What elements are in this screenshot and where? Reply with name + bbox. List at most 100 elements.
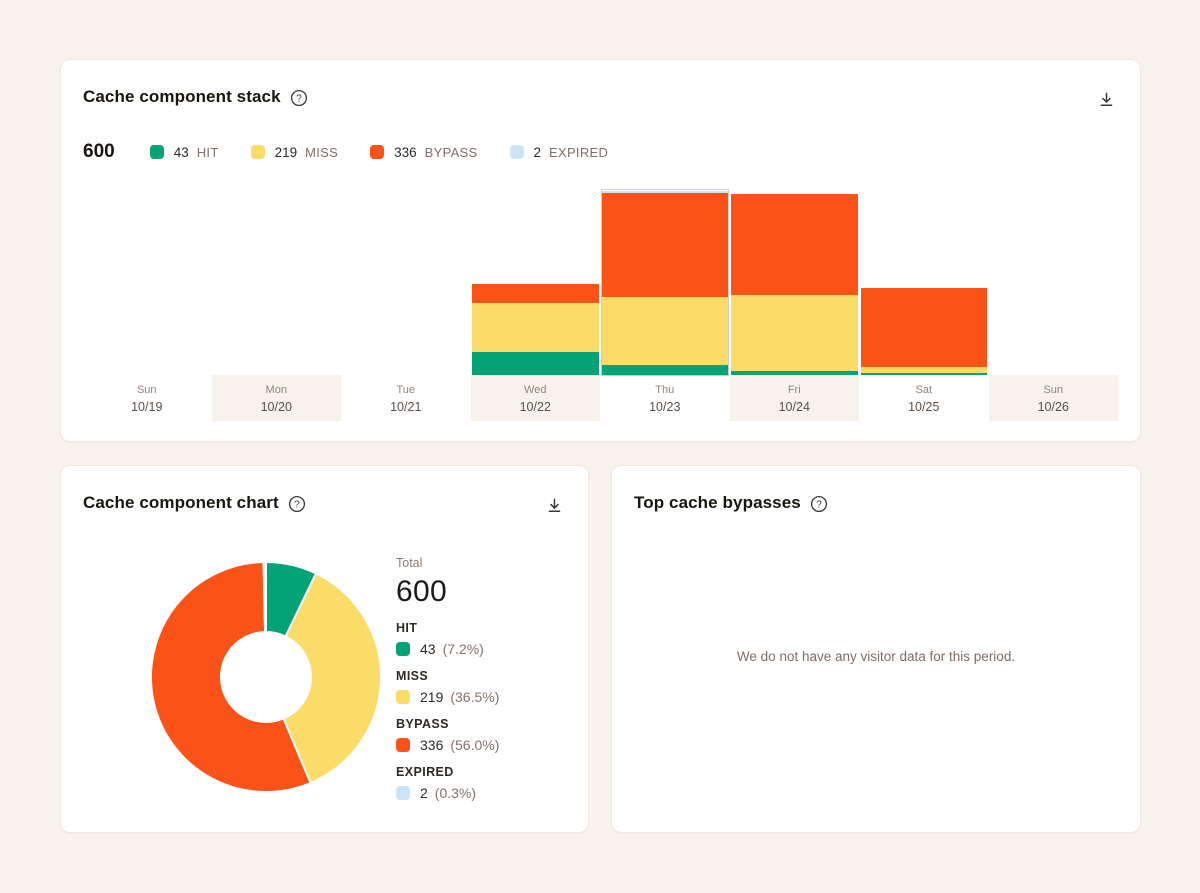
legend-swatch-bypass bbox=[370, 145, 385, 159]
x-axis-date: 10/25 bbox=[908, 399, 940, 414]
stack-card-title: Cache component stack bbox=[83, 87, 281, 106]
bar-segment-miss[interactable] bbox=[731, 295, 858, 371]
legend-label: EXPIRED bbox=[549, 144, 609, 160]
legend-swatch-hit bbox=[149, 145, 164, 159]
stat-percentage: (56.0%) bbox=[450, 737, 500, 753]
x-axis-date: 10/24 bbox=[778, 399, 810, 414]
x-axis-label: Tue 10/21 bbox=[341, 375, 471, 421]
x-axis-label: Sat 10/25 bbox=[859, 375, 989, 421]
donut-slice-miss[interactable] bbox=[282, 572, 382, 785]
legend-label: MISS bbox=[305, 144, 339, 160]
x-axis-label: Fri 10/24 bbox=[729, 375, 859, 421]
x-axis-day: Wed bbox=[524, 384, 547, 396]
bar-stack[interactable] bbox=[600, 189, 729, 376]
x-axis-date: 10/19 bbox=[131, 399, 163, 414]
chart-column: Wed 10/22 bbox=[470, 190, 600, 421]
x-axis-day: Tue bbox=[396, 384, 416, 396]
chart-column: Fri 10/24 bbox=[729, 190, 859, 421]
donut-stats-list: HIT 43 (7.2%) MISS 219 (36.5%) BYPASS 336 (56.0%… bbox=[396, 621, 576, 801]
cache-component-stack-card: Cache component stack ? 600 43 HIT 219 MISS… bbox=[60, 59, 1141, 442]
legend-label: HIT bbox=[196, 144, 219, 160]
help-icon[interactable]: ? bbox=[290, 89, 308, 107]
cache-component-chart-card: Cache component chart ? Total 600 HIT 43 (… bbox=[60, 465, 589, 833]
download-icon[interactable] bbox=[544, 495, 564, 515]
x-axis-date: 10/23 bbox=[649, 399, 681, 414]
stat-miss: MISS 219 (36.5%) bbox=[396, 669, 576, 705]
bar-segment-hit[interactable] bbox=[860, 373, 987, 375]
stat-row: 336 (56.0%) bbox=[396, 737, 576, 753]
x-axis-day: Fri bbox=[787, 384, 801, 396]
stat-swatch-bypass bbox=[396, 738, 410, 752]
bar-segment-bypass[interactable] bbox=[731, 193, 858, 296]
bar-segment-bypass[interactable] bbox=[601, 192, 728, 297]
stat-label: EXPIRED bbox=[396, 765, 454, 779]
chart-column: Sat 10/25 bbox=[859, 190, 989, 421]
stat-percentage: (36.5%) bbox=[450, 689, 500, 705]
stack-card-header: Cache component stack ? bbox=[83, 87, 308, 107]
bar-stack bbox=[990, 190, 1117, 375]
svg-text:?: ? bbox=[816, 499, 822, 510]
legend-swatch-miss bbox=[250, 145, 265, 159]
stat-value: 2 bbox=[420, 785, 428, 801]
donut-stats-panel: Total 600 HIT 43 (7.2%) MISS 219 (36.5%) BYPAS… bbox=[396, 556, 576, 801]
stat-swatch-expired bbox=[396, 786, 410, 800]
bar-segment-miss[interactable] bbox=[601, 297, 728, 365]
bar-segment-hit[interactable] bbox=[731, 370, 858, 375]
donut-chart bbox=[150, 561, 382, 793]
legend-value: 43 bbox=[173, 144, 189, 160]
chart-card-title: Cache component chart bbox=[83, 493, 279, 512]
bar-stack[interactable] bbox=[860, 190, 987, 375]
donut-slice-bypass[interactable] bbox=[150, 561, 312, 793]
bar-stack[interactable] bbox=[731, 190, 858, 375]
stat-hit: HIT 43 (7.2%) bbox=[396, 621, 576, 657]
stat-label: BYPASS bbox=[396, 717, 449, 731]
bar-segment-hit[interactable] bbox=[601, 365, 728, 375]
stat-swatch-hit bbox=[396, 642, 410, 656]
bar-stack[interactable] bbox=[472, 190, 599, 375]
legend-item-bypass: 336 BYPASS bbox=[370, 145, 477, 160]
stat-bypass: BYPASS 336 (56.0%) bbox=[396, 717, 576, 753]
stat-label: HIT bbox=[396, 621, 418, 635]
stat-expired: EXPIRED 2 (0.3%) bbox=[396, 765, 576, 801]
svg-text:?: ? bbox=[294, 499, 300, 510]
x-axis-label: Mon 10/20 bbox=[211, 375, 341, 421]
chart-column: Sun 10/19 bbox=[82, 190, 212, 421]
legend-item-expired: 2 EXPIRED bbox=[509, 144, 609, 160]
bar-segment-hit[interactable] bbox=[472, 352, 599, 375]
empty-state-message: We do not have any visitor data for this… bbox=[736, 649, 1016, 664]
chart-card-header: Cache component chart ? bbox=[83, 493, 306, 513]
top-cache-bypasses-card: Top cache bypasses ? We do not have any … bbox=[611, 465, 1141, 833]
download-icon[interactable] bbox=[1096, 89, 1116, 109]
stat-row: 43 (7.2%) bbox=[396, 641, 576, 657]
donut-slice-expired[interactable] bbox=[262, 561, 267, 634]
legend-item-miss: 219 MISS bbox=[250, 144, 339, 160]
legend-label: BYPASS bbox=[424, 144, 478, 160]
stat-percentage: (0.3%) bbox=[434, 785, 477, 801]
legend-swatch-expired bbox=[509, 145, 524, 159]
stat-row: 219 (36.5%) bbox=[396, 689, 576, 705]
bar-stack bbox=[343, 190, 470, 375]
x-axis-date: 10/26 bbox=[1037, 399, 1069, 414]
help-icon[interactable]: ? bbox=[288, 495, 306, 513]
x-axis-day: Thu bbox=[655, 384, 675, 396]
stack-summary-row: 600 43 HIT 219 MISS 336 BYPASS 2 EXPIRED bbox=[83, 141, 608, 163]
help-icon[interactable]: ? bbox=[810, 495, 828, 513]
bypasses-card-header: Top cache bypasses ? bbox=[634, 493, 828, 513]
legend-value: 219 bbox=[274, 144, 298, 160]
stacked-bar-chart: Sun 10/19 Mon 10/20 Tue 10/21 Wed 10/22 Thu 10/23… bbox=[82, 189, 1118, 421]
bar-segment-bypass[interactable] bbox=[860, 288, 987, 367]
x-axis-day: Sat bbox=[915, 384, 932, 396]
bar-segment-miss[interactable] bbox=[472, 303, 599, 353]
stat-swatch-miss bbox=[396, 690, 410, 704]
bar-segment-expired[interactable] bbox=[601, 191, 728, 193]
bar-stack bbox=[84, 190, 211, 375]
bar-segment-miss[interactable] bbox=[860, 366, 987, 374]
x-axis-label: Thu 10/23 bbox=[600, 375, 730, 421]
donut-total-value: 600 bbox=[396, 575, 447, 608]
chart-column: Sun 10/26 bbox=[988, 190, 1118, 421]
x-axis-day: Mon bbox=[265, 384, 287, 396]
bar-segment-bypass[interactable] bbox=[472, 283, 599, 304]
x-axis-label: Sun 10/19 bbox=[82, 375, 212, 421]
chart-column: Tue 10/21 bbox=[341, 190, 471, 421]
stack-total-value: 600 bbox=[83, 141, 115, 162]
